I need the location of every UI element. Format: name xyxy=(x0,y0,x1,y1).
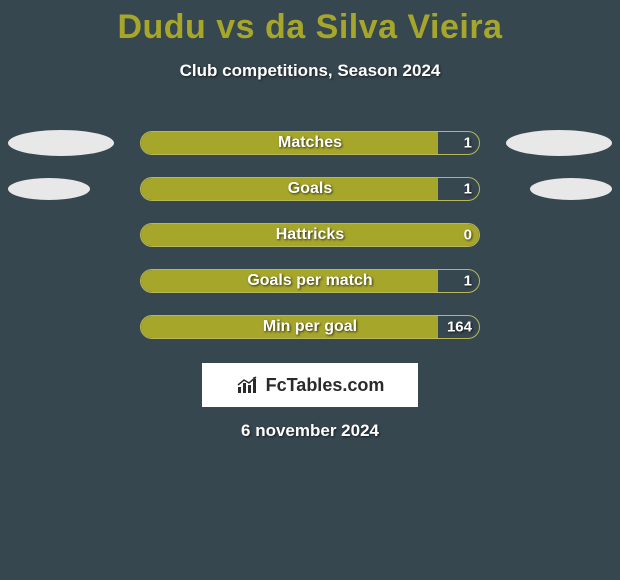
stat-bar xyxy=(140,223,480,247)
stat-row: Matches1 xyxy=(0,129,620,157)
stat-bar-fill xyxy=(141,224,479,246)
player-ellipse-right xyxy=(530,178,612,200)
player-ellipse-left xyxy=(8,130,114,156)
stat-row: Min per goal164 xyxy=(0,313,620,341)
stats-area: Matches1 Goals1 Hattricks0 Goals per match1… xyxy=(0,129,620,341)
subtitle: Club competitions, Season 2024 xyxy=(0,61,620,81)
stat-bar xyxy=(140,269,480,293)
stat-bar xyxy=(140,177,480,201)
stat-row: Hattricks0 xyxy=(0,221,620,249)
stat-bar-fill xyxy=(141,270,438,292)
player-ellipse-right xyxy=(506,130,612,156)
brand-text: FcTables.com xyxy=(266,375,385,396)
stat-row: Goals per match1 xyxy=(0,267,620,295)
stat-bar xyxy=(140,315,480,339)
stat-bar xyxy=(140,131,480,155)
date-label: 6 november 2024 xyxy=(0,421,620,441)
player-ellipse-left xyxy=(8,178,90,200)
comparison-card: Dudu vs da Silva Vieira Club competition… xyxy=(0,0,620,441)
stat-bar-fill xyxy=(141,178,438,200)
brand-box[interactable]: FcTables.com xyxy=(202,363,418,407)
page-title: Dudu vs da Silva Vieira xyxy=(0,8,620,47)
brand-chart-icon xyxy=(236,375,262,395)
stat-bar-fill xyxy=(141,316,438,338)
stat-bar-fill xyxy=(141,132,438,154)
stat-row: Goals1 xyxy=(0,175,620,203)
